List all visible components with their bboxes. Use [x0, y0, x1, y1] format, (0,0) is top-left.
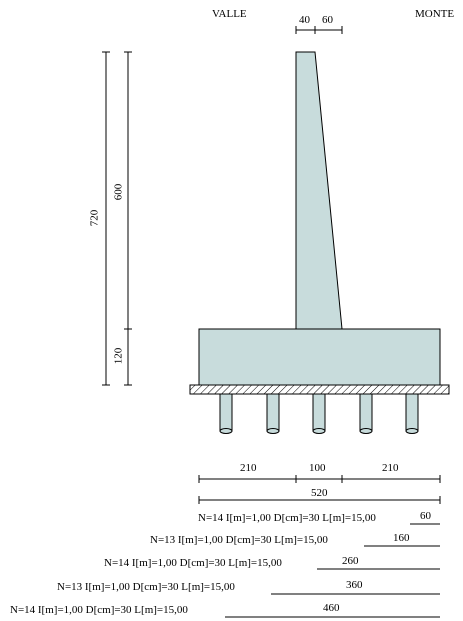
pile-row-offset: 260	[342, 555, 359, 567]
dim-base-height: 120	[112, 347, 125, 365]
pile-row-spec: N=13 I[m]=1,00 D[cm]=30 L[m]=15,00	[57, 581, 235, 593]
valle-label: VALLE	[212, 8, 247, 20]
pile	[312, 393, 326, 434]
dim-toe: 210	[382, 462, 399, 474]
pile-row-offset: 60	[420, 510, 431, 522]
pile-row-spec: N=13 I[m]=1,00 D[cm]=30 L[m]=15,00	[150, 534, 328, 546]
pile-row-offset: 360	[346, 579, 363, 591]
pile-row-offset: 460	[323, 602, 340, 614]
pile-row-spec: N=14 I[m]=1,00 D[cm]=30 L[m]=15,00	[104, 557, 282, 569]
total-width-dimension	[198, 496, 441, 504]
dim-total-height: 720	[88, 209, 101, 227]
dim-top-40: 40	[299, 14, 310, 26]
stem-height-dimension	[124, 51, 132, 386]
wall-stem	[295, 51, 343, 330]
pile-row-offset: 160	[393, 532, 410, 544]
piles	[219, 393, 419, 434]
ground-hatch	[189, 384, 450, 395]
pile	[219, 393, 233, 434]
base-parts-dimension	[198, 475, 441, 483]
pile-row-spec: N=14 I[m]=1,00 D[cm]=30 L[m]=15,00	[10, 604, 188, 616]
wall-base	[198, 328, 441, 386]
pile	[359, 393, 373, 434]
pile	[405, 393, 419, 434]
pile-row-spec: N=14 I[m]=1,00 D[cm]=30 L[m]=15,00	[198, 512, 376, 524]
dim-heel: 210	[240, 462, 257, 474]
pile	[266, 393, 280, 434]
pile-row-offset-lines	[225, 523, 440, 618]
dim-total-width: 520	[311, 487, 328, 499]
dim-stem-height: 600	[112, 183, 125, 201]
dim-top-60: 60	[322, 14, 333, 26]
total-height-dimension	[102, 51, 110, 386]
top-dimension-line	[295, 26, 343, 34]
monte-label: MONTE	[415, 8, 455, 20]
dim-stem-base: 100	[309, 462, 326, 474]
